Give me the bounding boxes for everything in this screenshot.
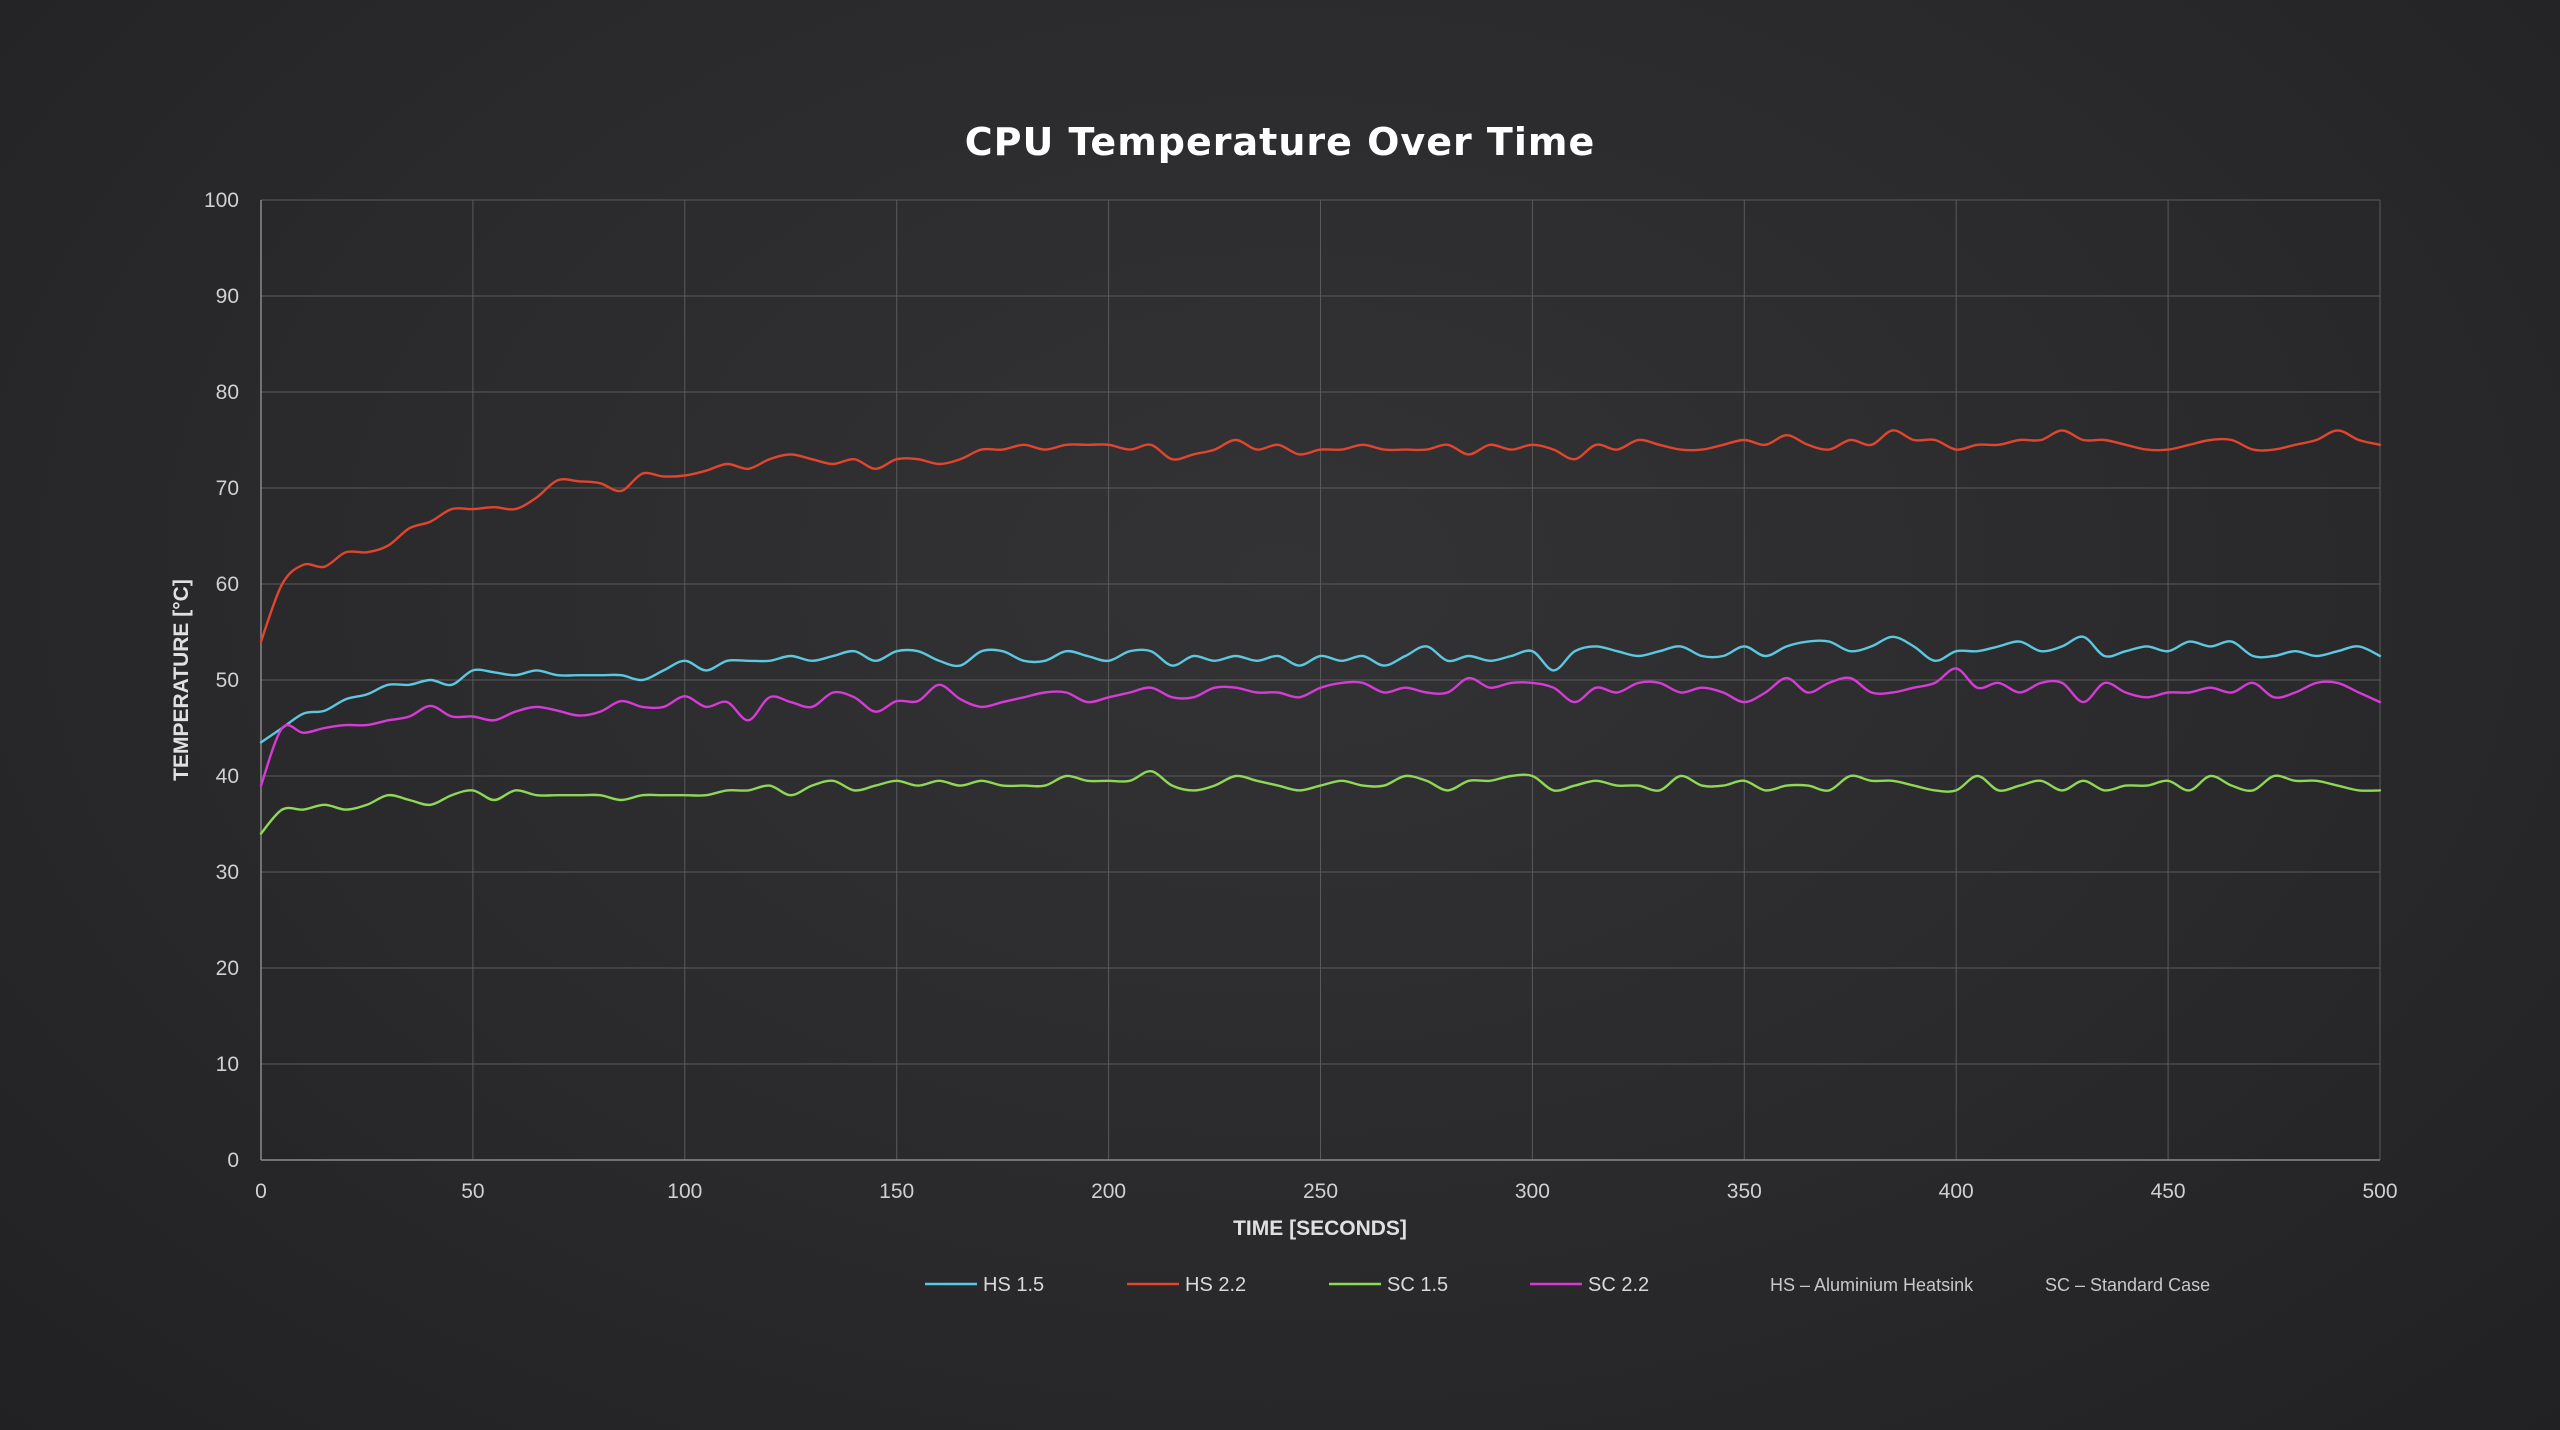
x-tick-label: 200 — [1091, 1180, 1126, 1203]
x-tick-label: 500 — [2362, 1180, 2397, 1203]
y-tick-label: 10 — [216, 1053, 239, 1076]
note-standard-case: SC – Standard Case — [2045, 1275, 2210, 1295]
x-tick-label: 150 — [879, 1180, 914, 1203]
y-tick-label: 0 — [227, 1149, 239, 1172]
x-tick-label: 400 — [1939, 1180, 1974, 1203]
series-line-hs-1-5 — [259, 635, 2382, 744]
x-axis-label: TIME [SECONDS] — [1233, 1217, 1407, 1240]
x-tick-label: 250 — [1303, 1180, 1338, 1203]
y-tick-label: 50 — [216, 669, 239, 692]
y-tick-label: 100 — [204, 189, 239, 212]
legend-label-hs-1-5: HS 1.5 — [983, 1274, 1044, 1296]
legend-label-hs-2-2: HS 2.2 — [1185, 1274, 1246, 1296]
y-tick-label: 70 — [216, 477, 239, 500]
y-tick-label: 90 — [216, 285, 239, 308]
x-tick-label: 350 — [1727, 1180, 1762, 1203]
series-line-sc-2-2 — [259, 667, 2382, 787]
x-tick-label: 100 — [667, 1180, 702, 1203]
series-line-hs-2-2 — [259, 429, 2382, 643]
y-axis-label: TEMPERATURE [°C] — [170, 579, 193, 781]
note-heatsink: HS – Aluminium Heatsink — [1770, 1275, 1974, 1295]
series-lines — [259, 429, 2382, 835]
y-tick-label: 40 — [216, 765, 239, 788]
legend: HS 1.5 HS 2.2 SC 1.5 SC 2.2 — [925, 1274, 1649, 1296]
y-tick-label: 60 — [216, 573, 239, 596]
x-tick-label: 0 — [255, 1180, 267, 1203]
x-tick-label: 50 — [461, 1180, 484, 1203]
x-tick-label: 300 — [1515, 1180, 1550, 1203]
chart-title: CPU Temperature Over Time — [965, 120, 1596, 164]
x-tick-label: 450 — [2151, 1180, 2186, 1203]
y-tick-label: 80 — [216, 381, 239, 404]
series-line-sc-1-5 — [259, 769, 2382, 835]
legend-label-sc-1-5: SC 1.5 — [1387, 1274, 1448, 1296]
gridlines — [260, 199, 2381, 1161]
legend-label-sc-2-2: SC 2.2 — [1588, 1274, 1649, 1296]
y-tick-label: 20 — [216, 957, 239, 980]
axes: 0 10 20 30 40 50 60 70 80 90 100 0 50 100 150 200 250 300… — [204, 189, 2398, 1203]
y-tick-label: 30 — [216, 861, 239, 884]
